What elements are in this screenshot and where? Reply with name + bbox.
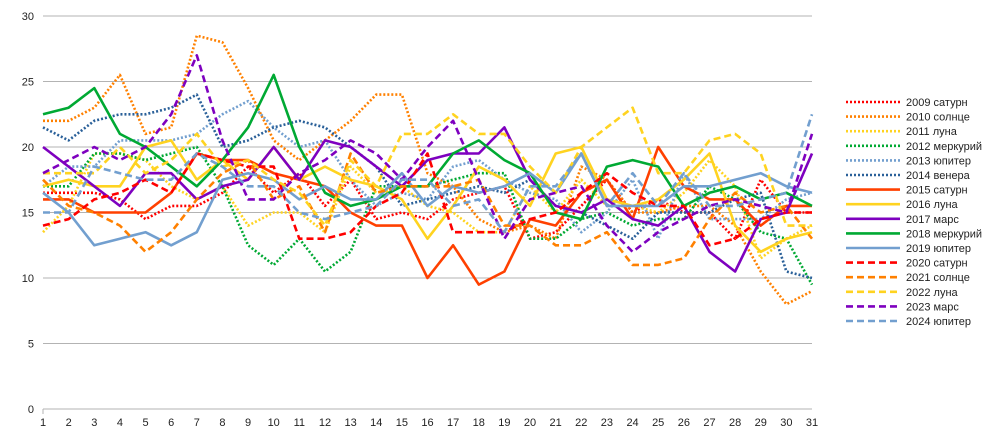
legend-label: 2023 марс bbox=[906, 301, 959, 313]
legend-label: 2010 солнце bbox=[906, 112, 970, 124]
legend-label: 2017 марс bbox=[906, 214, 959, 226]
series-line bbox=[42, 93, 813, 280]
x-tick-label: 13 bbox=[344, 417, 356, 429]
y-tick-label: 15 bbox=[22, 208, 34, 220]
x-tick-label: 15 bbox=[396, 417, 408, 429]
series-line bbox=[42, 152, 813, 247]
x-tick-label: 9 bbox=[245, 417, 251, 429]
series-line bbox=[42, 53, 814, 254]
x-tick-label: 18 bbox=[473, 417, 485, 429]
legend-label: 2022 луна bbox=[906, 287, 959, 299]
y-tick-label: 20 bbox=[22, 142, 34, 154]
x-tick-label: 6 bbox=[168, 417, 174, 429]
series-lines bbox=[42, 34, 814, 306]
x-tick-label: 10 bbox=[268, 417, 280, 429]
legend-label: 2018 меркурий bbox=[906, 228, 982, 240]
legend-label: 2013 юпитер bbox=[906, 155, 971, 167]
series-line bbox=[43, 34, 813, 306]
series-line bbox=[43, 106, 812, 227]
series-line bbox=[43, 113, 814, 234]
x-tick-label: 12 bbox=[319, 417, 331, 429]
series-line bbox=[43, 145, 814, 286]
y-tick-label: 5 bbox=[28, 339, 34, 351]
x-tick-label: 21 bbox=[550, 417, 562, 429]
x-tick-label: 11 bbox=[294, 417, 305, 429]
legend-label: 2019 юпитер bbox=[906, 243, 971, 255]
x-tick-label: 25 bbox=[652, 417, 664, 429]
legend-label: 2016 луна bbox=[906, 199, 959, 211]
legend-label: 2014 венера bbox=[906, 170, 971, 182]
x-tick-label: 4 bbox=[117, 417, 123, 429]
x-tick-label: 20 bbox=[524, 417, 536, 429]
x-tick-label: 22 bbox=[575, 417, 587, 429]
y-tick-label: 30 bbox=[22, 11, 34, 23]
x-tick-label: 1 bbox=[40, 417, 46, 429]
legend-label: 2012 меркурий bbox=[906, 141, 982, 153]
x-tick-label: 14 bbox=[370, 417, 382, 429]
series-line bbox=[42, 139, 813, 254]
legend-label: 2020 сатурн bbox=[906, 258, 968, 270]
legend-label: 2011 луна bbox=[906, 126, 958, 138]
x-tick-label: 2 bbox=[66, 417, 72, 429]
x-tick-label: 24 bbox=[626, 417, 638, 429]
x-tick-label: 30 bbox=[780, 417, 792, 429]
x-tick-label: 26 bbox=[678, 417, 690, 429]
x-tick-label: 7 bbox=[194, 417, 200, 429]
x-tick-label: 17 bbox=[447, 417, 459, 429]
legend-label: 2009 сатурн bbox=[906, 97, 968, 109]
legend-label: 2024 юпитер bbox=[906, 316, 971, 328]
x-tick-label: 29 bbox=[755, 417, 767, 429]
legend: 2009 сатурн 2010 солнце 2011 луна 2012 мерк… bbox=[846, 97, 982, 328]
x-tick-label: 23 bbox=[601, 417, 613, 429]
x-tick-label: 3 bbox=[91, 417, 97, 429]
x-tick-label: 16 bbox=[421, 417, 433, 429]
x-tick-label: 28 bbox=[729, 417, 741, 429]
series-line bbox=[42, 152, 812, 247]
x-tick-label: 5 bbox=[142, 417, 148, 429]
y-tick-label: 25 bbox=[22, 77, 34, 89]
x-tick-label: 8 bbox=[219, 417, 225, 429]
x-tick-label: 31 bbox=[806, 417, 818, 429]
x-tick-label: 27 bbox=[703, 417, 715, 429]
y-tick-label: 0 bbox=[28, 404, 34, 416]
y-tick-label: 10 bbox=[22, 273, 34, 285]
legend-label: 2015 сатурн bbox=[906, 185, 968, 197]
y-axis: 0 5 10 15 20 25 30 bbox=[22, 11, 34, 416]
x-tick-label: 19 bbox=[498, 417, 510, 429]
legend-label: 2021 солнце bbox=[906, 272, 970, 284]
series-line bbox=[42, 152, 814, 267]
x-axis: 1 2 3 4 5 6 7 8 9 10 11 12 13 14 15 16 17 18 19 20 21 22 23 24 2… bbox=[40, 409, 818, 429]
series-line bbox=[43, 165, 812, 240]
